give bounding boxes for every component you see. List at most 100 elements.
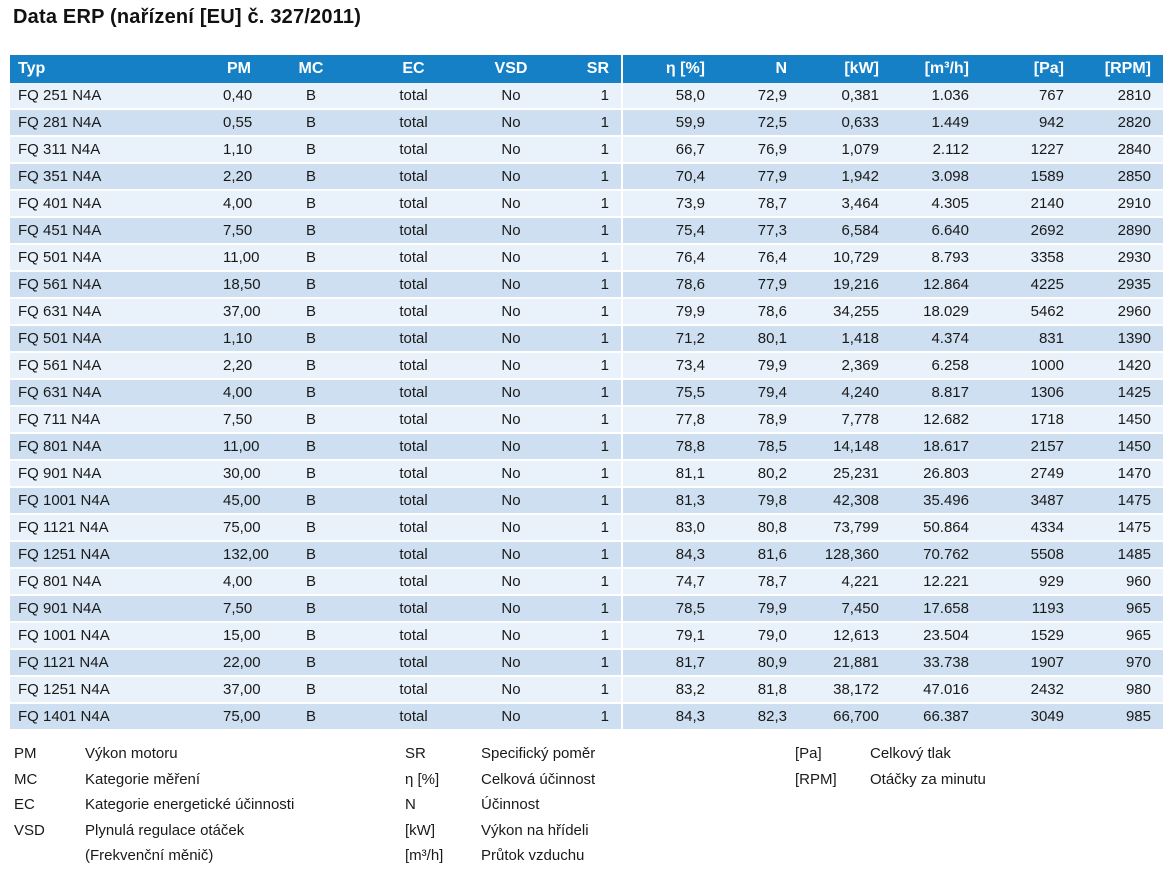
cell-vsd: No — [468, 352, 558, 380]
cell-pm: 45,00 — [215, 487, 263, 515]
cell-m3h: 3.098 — [891, 163, 981, 191]
cell-ec: total — [363, 595, 468, 623]
cell-sr: 1 — [558, 217, 622, 245]
cell-n: 79,0 — [717, 622, 799, 650]
cell-ec: total — [363, 136, 468, 164]
cell-eta: 59,9 — [621, 109, 717, 137]
cell-n: 76,9 — [717, 136, 799, 164]
erp-data-table: Typ PM MC EC VSD SR η [%] N [kW] [m³/h] [Pa] [RPM] … — [10, 55, 1163, 731]
cell-sr: 1 — [558, 244, 622, 272]
legend-entry: [kW] Výkon na hřídeli — [405, 818, 595, 844]
cell-mc: B — [263, 649, 363, 677]
cell-m3h: 66.387 — [891, 703, 981, 731]
cell-pa: 1227 — [981, 136, 1076, 164]
cell-m3h: 6.640 — [891, 217, 981, 245]
cell-rpm: 985 — [1076, 703, 1163, 731]
cell-mc: B — [263, 433, 363, 461]
cell-n: 78,7 — [717, 568, 799, 596]
legend-key: [kW] — [405, 821, 435, 839]
cell-kw: 10,729 — [799, 244, 891, 272]
cell-m3h: 1.036 — [891, 83, 981, 110]
cell-n: 78,9 — [717, 406, 799, 434]
column-header-mc: MC — [263, 55, 363, 83]
cell-rpm: 2810 — [1076, 83, 1163, 110]
cell-eta: 58,0 — [621, 83, 717, 110]
cell-sr: 1 — [558, 568, 622, 596]
cell-sr: 1 — [558, 136, 622, 164]
cell-m3h: 2.112 — [891, 136, 981, 164]
cell-typ: FQ 1001 N4A — [10, 487, 215, 515]
legend-desc: Specifický poměr — [481, 745, 596, 762]
cell-eta: 79,1 — [621, 622, 717, 650]
cell-m3h: 1.449 — [891, 109, 981, 137]
legend-entry: η [%] Celková účinnost — [405, 767, 595, 793]
cell-rpm: 1420 — [1076, 352, 1163, 380]
cell-m3h: 6.258 — [891, 352, 981, 380]
table-header: Typ PM MC EC VSD SR η [%] N [kW] [m³/h] [Pa] [RPM] — [10, 55, 1163, 83]
cell-rpm: 2910 — [1076, 190, 1163, 218]
cell-typ: FQ 901 N4A — [10, 460, 215, 488]
cell-eta: 66,7 — [621, 136, 717, 164]
column-header-rpm: [RPM] — [1076, 55, 1163, 83]
cell-sr: 1 — [558, 271, 622, 299]
legend-key: VSD — [14, 821, 45, 839]
cell-pa: 3487 — [981, 487, 1076, 515]
cell-m3h: 18.617 — [891, 433, 981, 461]
cell-eta: 73,4 — [621, 352, 717, 380]
cell-pm: 7,50 — [215, 406, 263, 434]
cell-rpm: 2820 — [1076, 109, 1163, 137]
cell-rpm: 2935 — [1076, 271, 1163, 299]
cell-ec: total — [363, 460, 468, 488]
cell-ec: total — [363, 217, 468, 245]
cell-vsd: No — [468, 83, 558, 110]
column-header-pa: [Pa] — [981, 55, 1076, 83]
cell-rpm: 1425 — [1076, 379, 1163, 407]
cell-n: 80,1 — [717, 325, 799, 353]
cell-eta: 75,5 — [621, 379, 717, 407]
cell-pm: 4,00 — [215, 190, 263, 218]
cell-typ: FQ 1121 N4A — [10, 514, 215, 542]
cell-m3h: 17.658 — [891, 595, 981, 623]
cell-pm: 18,50 — [215, 271, 263, 299]
cell-typ: FQ 801 N4A — [10, 433, 215, 461]
cell-kw: 7,778 — [799, 406, 891, 434]
cell-ec: total — [363, 622, 468, 650]
cell-eta: 74,7 — [621, 568, 717, 596]
cell-eta: 75,4 — [621, 217, 717, 245]
column-header-typ: Typ — [10, 55, 215, 83]
cell-m3h: 18.029 — [891, 298, 981, 326]
cell-n: 77,3 — [717, 217, 799, 245]
cell-pm: 11,00 — [215, 244, 263, 272]
cell-pm: 132,00 — [215, 541, 269, 569]
cell-vsd: No — [468, 244, 558, 272]
cell-eta: 78,5 — [621, 595, 717, 623]
cell-eta: 84,3 — [621, 703, 717, 731]
cell-typ: FQ 281 N4A — [10, 109, 215, 137]
cell-typ: FQ 501 N4A — [10, 244, 215, 272]
legend-entry: EC Kategorie energetické účinnosti — [14, 792, 294, 818]
cell-typ: FQ 401 N4A — [10, 190, 215, 218]
cell-n: 79,9 — [717, 352, 799, 380]
cell-pa: 3049 — [981, 703, 1076, 731]
cell-eta: 84,3 — [621, 541, 717, 569]
cell-n: 81,6 — [717, 541, 799, 569]
cell-mc: B — [263, 109, 363, 137]
cell-mc: B — [263, 298, 363, 326]
cell-m3h: 8.793 — [891, 244, 981, 272]
cell-vsd: No — [468, 676, 558, 704]
column-header-eta: η [%] — [621, 55, 717, 83]
cell-mc: B — [263, 83, 363, 110]
cell-ec: total — [363, 676, 468, 704]
cell-pa: 2749 — [981, 460, 1076, 488]
cell-pa: 4334 — [981, 514, 1076, 542]
legend-entry: SR Specifický poměr — [405, 741, 595, 767]
cell-sr: 1 — [558, 676, 622, 704]
